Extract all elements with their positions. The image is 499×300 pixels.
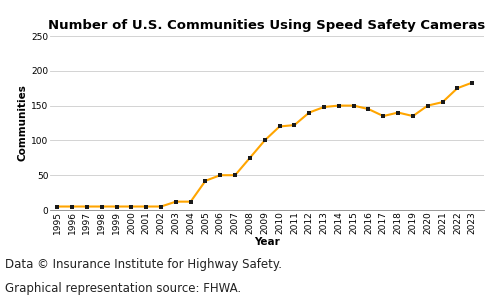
Text: Graphical representation source: FHWA.: Graphical representation source: FHWA. <box>5 282 241 295</box>
Y-axis label: Communities: Communities <box>17 85 27 161</box>
Text: Data © Insurance Institute for Highway Safety.: Data © Insurance Institute for Highway S… <box>5 258 282 271</box>
X-axis label: Year: Year <box>254 237 280 247</box>
Title: Number of U.S. Communities Using Speed Safety Cameras: Number of U.S. Communities Using Speed S… <box>48 19 486 32</box>
